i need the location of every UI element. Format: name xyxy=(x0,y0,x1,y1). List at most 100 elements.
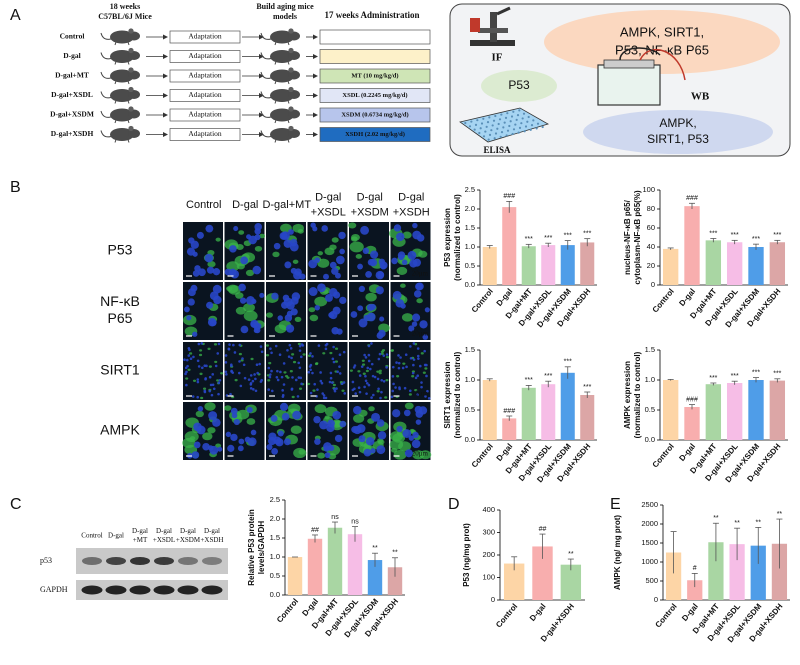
nucleus xyxy=(325,293,333,302)
nucleus xyxy=(412,363,415,367)
mouse-tail xyxy=(100,32,112,40)
nucleus xyxy=(185,358,189,362)
nucleus xyxy=(411,439,421,449)
nucleus xyxy=(370,250,379,259)
nucleus xyxy=(370,396,373,399)
target-text: SIRT1, P53 xyxy=(647,132,709,146)
mouse-leg xyxy=(114,100,117,104)
nucleus xyxy=(196,359,200,363)
nucleus xyxy=(284,261,292,269)
blot-band xyxy=(178,557,198,565)
bar xyxy=(560,564,582,600)
y-tick-label: 1.5 xyxy=(270,533,280,542)
nucleus xyxy=(356,424,366,433)
elisa-well xyxy=(494,114,497,118)
green-signal xyxy=(349,241,364,253)
nucleus xyxy=(254,327,261,334)
mouse-ear xyxy=(128,106,134,112)
dose-box xyxy=(319,29,431,45)
green-signal xyxy=(381,349,386,352)
step-label: Adaptation xyxy=(188,32,222,41)
y-tick-label: 1500 xyxy=(641,538,658,547)
nucleus xyxy=(197,365,201,368)
mouse-leg xyxy=(274,41,277,46)
significance-label: ns xyxy=(331,514,339,521)
dose-box xyxy=(319,127,431,142)
mouse-head xyxy=(128,129,140,138)
arrow-head xyxy=(163,34,168,40)
mouse-tail xyxy=(260,52,272,60)
nucleus xyxy=(424,395,427,398)
elisa-well xyxy=(526,120,529,123)
significance-label: ### xyxy=(686,396,698,403)
nucleus xyxy=(338,372,342,375)
row-label: AMPK xyxy=(100,422,140,438)
elisa-well xyxy=(516,114,520,117)
mouse-ear xyxy=(288,47,294,54)
nucleus xyxy=(409,389,412,393)
elisa-well xyxy=(521,117,524,120)
group-name: D-gal+XSDM xyxy=(50,110,94,119)
nucleus xyxy=(251,379,255,383)
mouse-leg xyxy=(127,80,130,85)
arrow-head xyxy=(163,93,168,98)
bar xyxy=(502,207,517,285)
step-box xyxy=(169,89,241,102)
significance-label: *** xyxy=(731,232,739,239)
elisa-well xyxy=(499,135,502,138)
nucleus xyxy=(217,342,221,346)
y-axis-label: nucleus-NF-κB p65/ xyxy=(623,199,632,274)
nucleus xyxy=(317,283,326,293)
y-axis-label: (normalized to control) xyxy=(633,351,642,438)
nucleus xyxy=(255,363,259,367)
nucleus xyxy=(329,261,337,269)
nucleus xyxy=(367,344,371,348)
panel-label: D xyxy=(448,496,460,513)
nucleus xyxy=(309,368,312,372)
nucleus xyxy=(307,370,311,374)
green-signal xyxy=(396,375,400,378)
mouse-leg xyxy=(114,139,117,143)
blot-band xyxy=(177,585,199,595)
green-signal xyxy=(315,362,319,365)
green-signal xyxy=(368,406,375,412)
mouse-head xyxy=(288,70,300,80)
nucleus xyxy=(250,429,257,436)
nucleus xyxy=(415,419,422,425)
green-signal xyxy=(215,237,221,242)
nucleus xyxy=(224,361,228,364)
elisa-well xyxy=(518,109,521,112)
elisa-well xyxy=(500,113,503,116)
nucleus xyxy=(187,354,191,357)
mouse-ear xyxy=(128,125,134,132)
green-signal xyxy=(268,361,272,365)
nucleus xyxy=(404,353,408,357)
lane-label: D-gal xyxy=(156,527,172,535)
mouse-body xyxy=(110,30,134,44)
y-axis-label: P53 expression xyxy=(443,208,452,267)
arrow-head xyxy=(313,93,318,98)
column-header: D-gal xyxy=(315,191,341,203)
elisa-well xyxy=(536,122,540,125)
green-signal xyxy=(289,370,293,373)
dose-label: XSDH (2.02 mg/kg/d) xyxy=(345,131,405,138)
arrow-head xyxy=(313,54,318,59)
nucleus xyxy=(229,392,232,396)
lane-label: +XSDH xyxy=(200,536,223,544)
elisa-well xyxy=(474,123,478,126)
green-signal xyxy=(298,387,303,390)
nucleus xyxy=(211,373,215,376)
nucleus xyxy=(343,392,346,395)
nucleus xyxy=(231,371,235,374)
nucleus xyxy=(233,351,237,354)
nucleus xyxy=(208,375,212,379)
green-signal xyxy=(396,266,408,275)
blot-band xyxy=(129,585,151,595)
nucleus xyxy=(313,415,321,424)
nucleus xyxy=(366,304,374,312)
step-box xyxy=(169,128,241,141)
step-label: Adaptation xyxy=(188,90,222,99)
nucleus xyxy=(209,445,219,455)
nucleus xyxy=(267,436,277,446)
column-header: +XSDH xyxy=(393,206,430,218)
